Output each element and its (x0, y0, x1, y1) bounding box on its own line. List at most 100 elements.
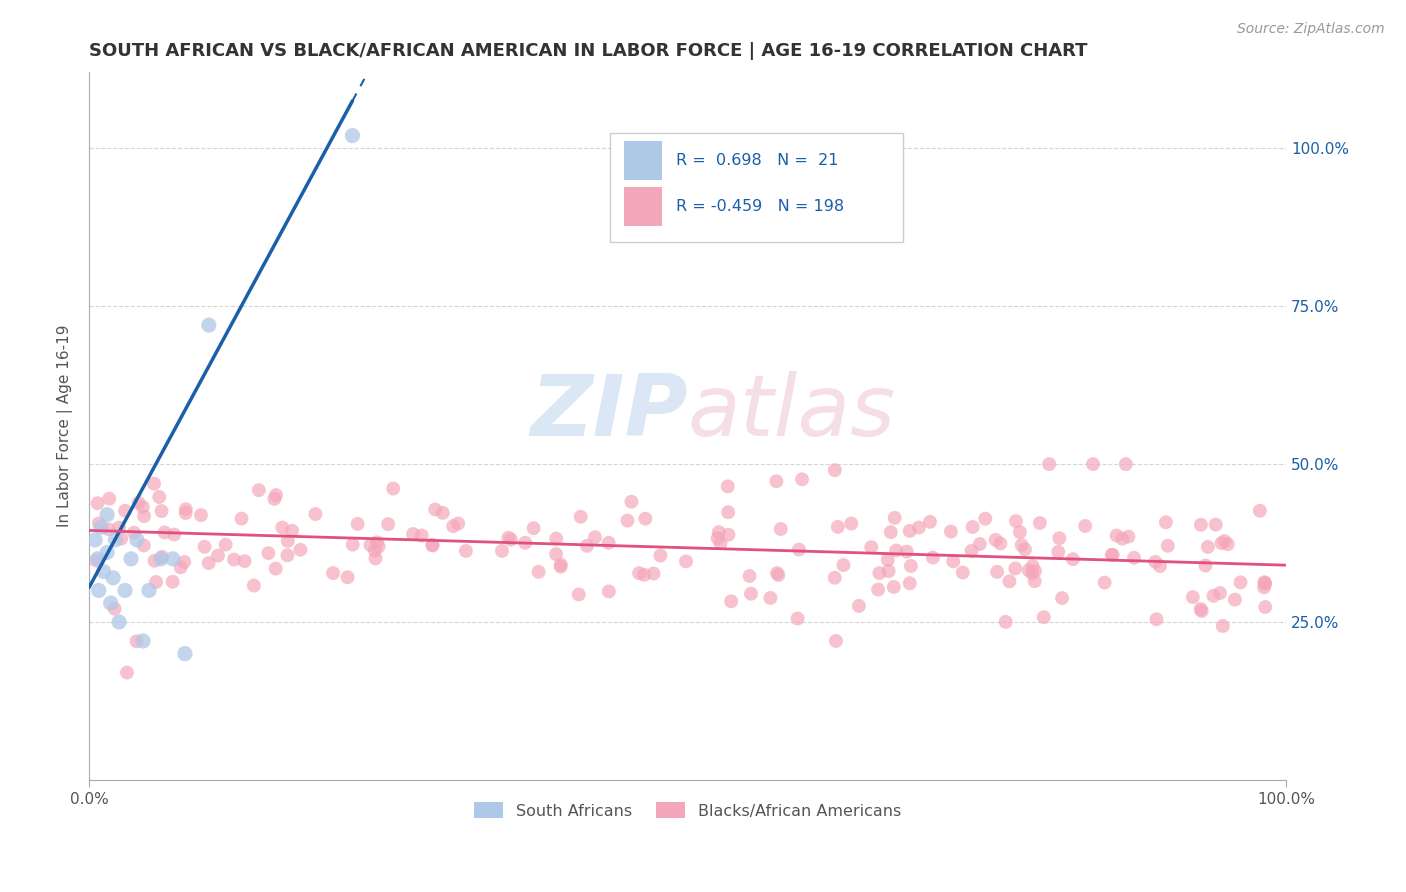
Point (969, 537, 991, 551)
Point (1146, 612, 1168, 626)
Point (827, 520, 849, 534)
Point (860, 540, 883, 554)
Point (402, 527, 425, 541)
Point (1029, 516, 1052, 530)
Bar (624, 187, 662, 227)
Point (499, 533, 522, 547)
Point (100, 596, 122, 610)
Point (1101, 548, 1123, 562)
Point (138, 583, 160, 598)
Point (1194, 558, 1216, 573)
Point (1213, 534, 1236, 549)
Point (1018, 563, 1040, 577)
Point (128, 496, 150, 510)
Point (986, 565, 1008, 579)
Point (1081, 457, 1104, 471)
Point (304, 507, 326, 521)
Point (921, 550, 943, 565)
Point (1123, 550, 1146, 565)
Point (1005, 514, 1028, 528)
Point (900, 559, 922, 574)
Point (1032, 610, 1054, 624)
Point (620, 494, 643, 508)
Point (884, 543, 907, 558)
Point (990, 536, 1012, 550)
Point (598, 536, 620, 550)
Point (377, 517, 399, 532)
Point (598, 584, 620, 599)
Point (163, 527, 186, 541)
Point (1038, 457, 1060, 471)
Point (1105, 528, 1128, 542)
Point (143, 554, 166, 568)
Point (132, 509, 155, 524)
Point (876, 553, 898, 567)
Point (153, 525, 176, 540)
Point (1191, 604, 1213, 618)
Point (145, 574, 167, 589)
Point (174, 647, 197, 661)
Point (1205, 517, 1227, 532)
Point (432, 506, 454, 520)
Point (276, 549, 298, 563)
Point (342, 128, 364, 143)
Point (290, 542, 312, 557)
Point (115, 665, 138, 680)
Point (1253, 581, 1275, 595)
Point (1118, 530, 1140, 544)
Point (173, 555, 195, 569)
Point (243, 578, 266, 592)
Text: Source: ZipAtlas.com: Source: ZipAtlas.com (1237, 22, 1385, 37)
Point (215, 538, 238, 552)
Point (132, 634, 155, 648)
Point (422, 538, 444, 552)
Point (569, 509, 592, 524)
Point (1144, 555, 1167, 569)
Point (1011, 538, 1033, 552)
Point (824, 463, 846, 477)
Point (848, 599, 870, 613)
Point (86, 496, 108, 510)
Point (960, 544, 983, 558)
Point (1050, 591, 1073, 605)
Point (942, 554, 965, 568)
Point (952, 566, 974, 580)
Text: R =  0.698   N =  21: R = 0.698 N = 21 (676, 153, 838, 169)
Point (264, 561, 287, 575)
Point (110, 532, 132, 546)
Point (150, 504, 173, 518)
Point (1101, 548, 1123, 562)
Point (523, 521, 546, 535)
Point (824, 571, 846, 585)
Point (120, 552, 142, 566)
Point (1094, 575, 1116, 590)
Point (717, 527, 740, 541)
Point (1249, 504, 1271, 518)
Point (766, 566, 789, 581)
Point (908, 520, 931, 534)
Point (550, 558, 572, 572)
Point (367, 540, 389, 554)
Point (96, 508, 118, 522)
Point (717, 479, 740, 493)
Text: atlas: atlas (688, 370, 896, 453)
Point (149, 552, 172, 566)
Point (868, 582, 890, 597)
Point (322, 566, 344, 581)
Point (1254, 576, 1277, 591)
Point (454, 544, 477, 558)
Point (877, 564, 900, 578)
Point (1254, 599, 1277, 614)
Point (738, 569, 761, 583)
Point (264, 488, 287, 502)
Point (247, 483, 270, 498)
Point (222, 552, 245, 566)
Point (84, 554, 107, 568)
Point (998, 574, 1021, 589)
FancyBboxPatch shape (610, 133, 903, 243)
Point (441, 519, 464, 533)
Text: SOUTH AFRICAN VS BLACK/AFRICAN AMERICAN IN LABOR FORCE | AGE 16-19 CORRELATION C: SOUTH AFRICAN VS BLACK/AFRICAN AMERICAN … (89, 42, 1088, 60)
Point (336, 570, 359, 584)
Text: R = -0.459   N = 198: R = -0.459 N = 198 (676, 199, 844, 214)
Point (769, 522, 792, 536)
